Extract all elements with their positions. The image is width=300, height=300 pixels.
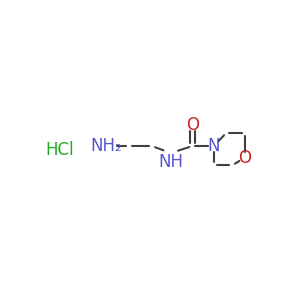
Text: N: N: [208, 137, 220, 155]
Text: NH: NH: [158, 153, 183, 171]
Text: NH₂: NH₂: [90, 137, 122, 155]
Text: HCl: HCl: [46, 141, 74, 159]
Text: O: O: [238, 149, 251, 167]
Text: O: O: [186, 116, 199, 134]
